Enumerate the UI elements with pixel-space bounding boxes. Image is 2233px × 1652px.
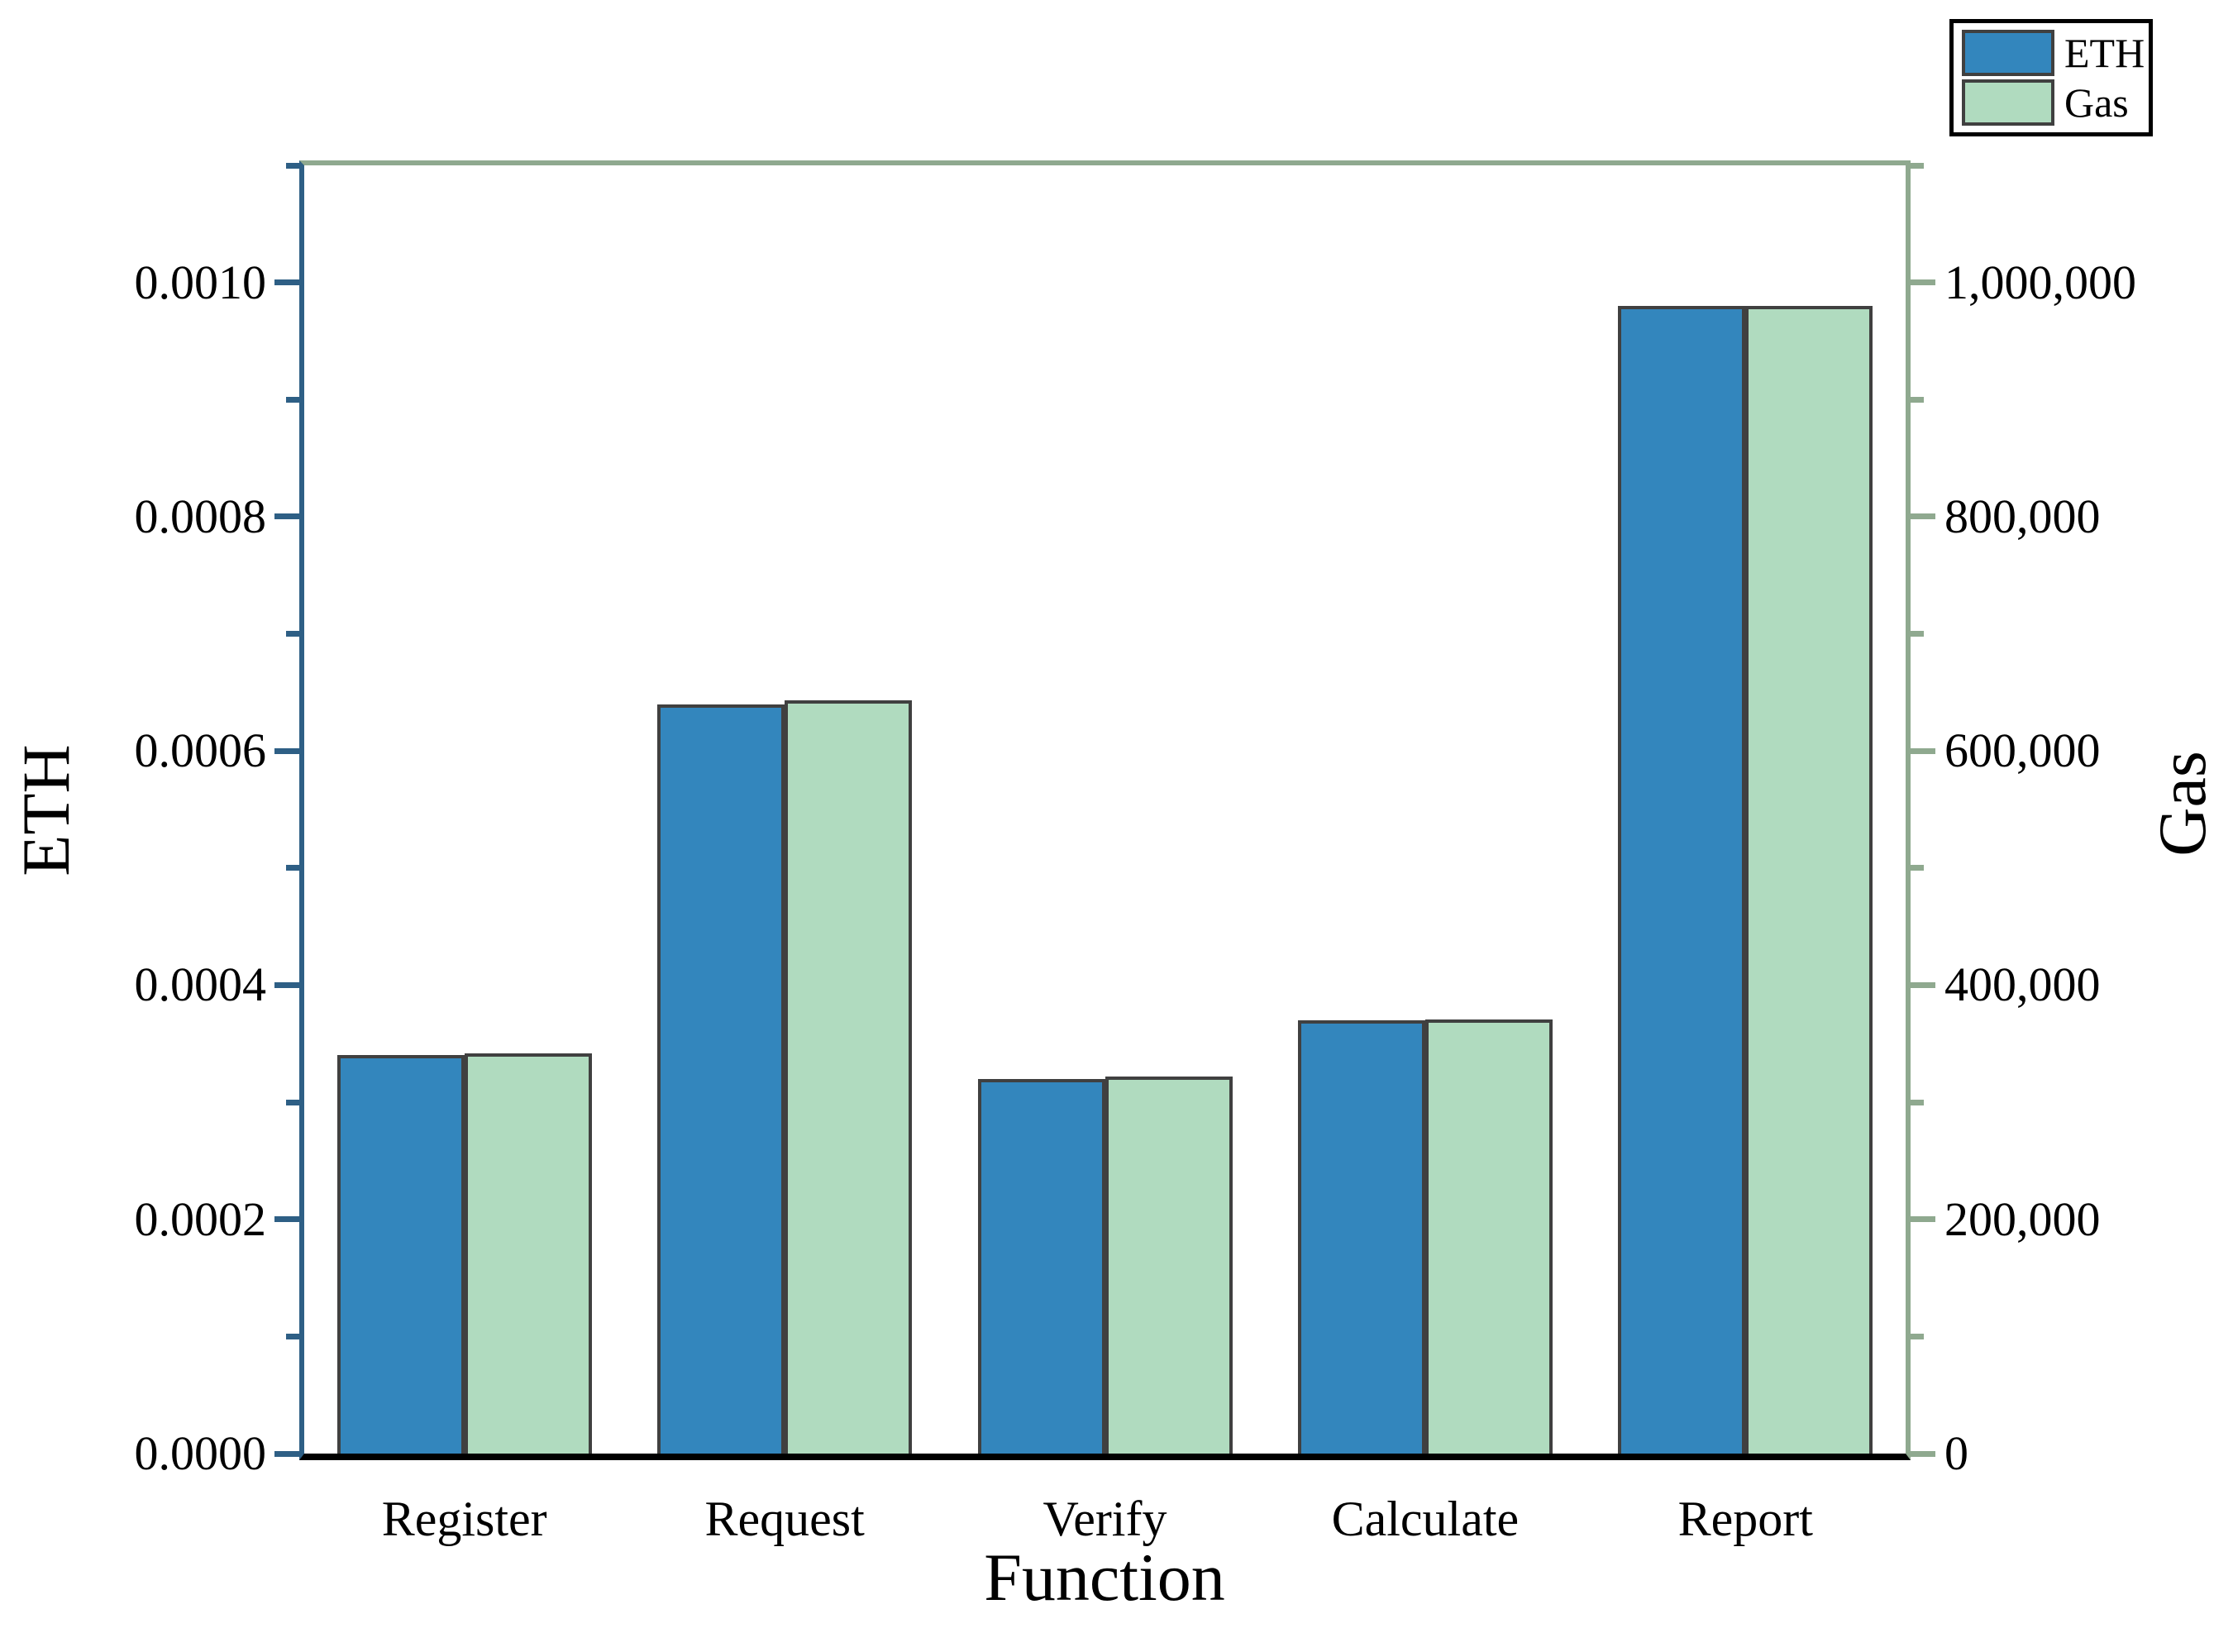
category-label: Verify <box>1043 1492 1167 1546</box>
right-minor-tick <box>1911 865 1924 871</box>
plot-area <box>299 160 1911 1460</box>
left-major-tick <box>274 279 299 286</box>
category-label: Calculate <box>1331 1492 1520 1546</box>
bar-eth-register <box>336 1055 465 1454</box>
legend: ETH Gas <box>1949 19 2153 136</box>
left-axis-title: ETH <box>8 744 83 876</box>
bar-eth-report <box>1618 305 1746 1454</box>
left-major-tick <box>274 1450 299 1457</box>
left-major-tick <box>274 981 299 988</box>
legend-item-gas: Gas <box>1962 79 2140 126</box>
left-tick-label: 0.0010 <box>134 255 267 309</box>
right-minor-tick <box>1911 631 1924 637</box>
left-major-tick <box>274 747 299 754</box>
right-major-tick <box>1911 279 1935 286</box>
left-major-tick <box>274 513 299 520</box>
x-axis-title: Function <box>984 1540 1225 1615</box>
left-major-tick <box>274 1216 299 1223</box>
right-minor-tick <box>1911 1333 1924 1339</box>
bar-eth-request <box>657 704 785 1454</box>
right-tick-label: 600,000 <box>1944 723 2101 778</box>
left-minor-tick <box>286 162 299 169</box>
left-minor-tick <box>286 631 299 637</box>
right-tick-label: 200,000 <box>1944 1191 2101 1246</box>
right-minor-tick <box>1911 396 1924 403</box>
bar-gas-verify <box>1105 1076 1233 1454</box>
left-minor-tick <box>286 1099 299 1105</box>
legend-item-eth: ETH <box>1962 30 2145 76</box>
bar-gas-calculate <box>1424 1019 1553 1454</box>
bar-gas-request <box>785 700 913 1454</box>
eth-swatch <box>1962 30 2054 76</box>
category-label: Request <box>704 1492 865 1546</box>
left-tick-label: 0.0004 <box>134 957 267 1012</box>
left-tick-label: 0.0000 <box>134 1426 267 1480</box>
left-tick-label: 0.0002 <box>134 1191 267 1246</box>
left-minor-tick <box>286 865 299 871</box>
gas-swatch <box>1962 79 2054 126</box>
category-label: Register <box>381 1492 547 1546</box>
right-tick-label: 800,000 <box>1944 489 2101 543</box>
legend-label-gas: Gas <box>2064 79 2129 126</box>
right-minor-tick <box>1911 162 1924 169</box>
left-tick-label: 0.0008 <box>134 489 267 543</box>
right-tick-label: 400,000 <box>1944 957 2101 1012</box>
right-major-tick <box>1911 1450 1935 1457</box>
right-major-tick <box>1911 1216 1935 1223</box>
category-label: Report <box>1677 1492 1813 1546</box>
left-minor-tick <box>286 396 299 403</box>
right-tick-label: 0 <box>1944 1426 1968 1480</box>
left-tick-label: 0.0006 <box>134 723 267 778</box>
right-major-tick <box>1911 981 1935 988</box>
bar-eth-verify <box>977 1078 1105 1454</box>
bar-gas-register <box>464 1053 592 1454</box>
legend-label-eth: ETH <box>2064 30 2145 76</box>
bar-gas-report <box>1745 305 1873 1454</box>
right-minor-tick <box>1911 1099 1924 1105</box>
left-minor-tick <box>286 1333 299 1339</box>
right-axis-title: Gas <box>2145 751 2220 857</box>
bar-eth-calculate <box>1297 1019 1425 1454</box>
right-major-tick <box>1911 513 1935 520</box>
right-major-tick <box>1911 747 1935 754</box>
right-tick-label: 1,000,000 <box>1944 255 2136 309</box>
